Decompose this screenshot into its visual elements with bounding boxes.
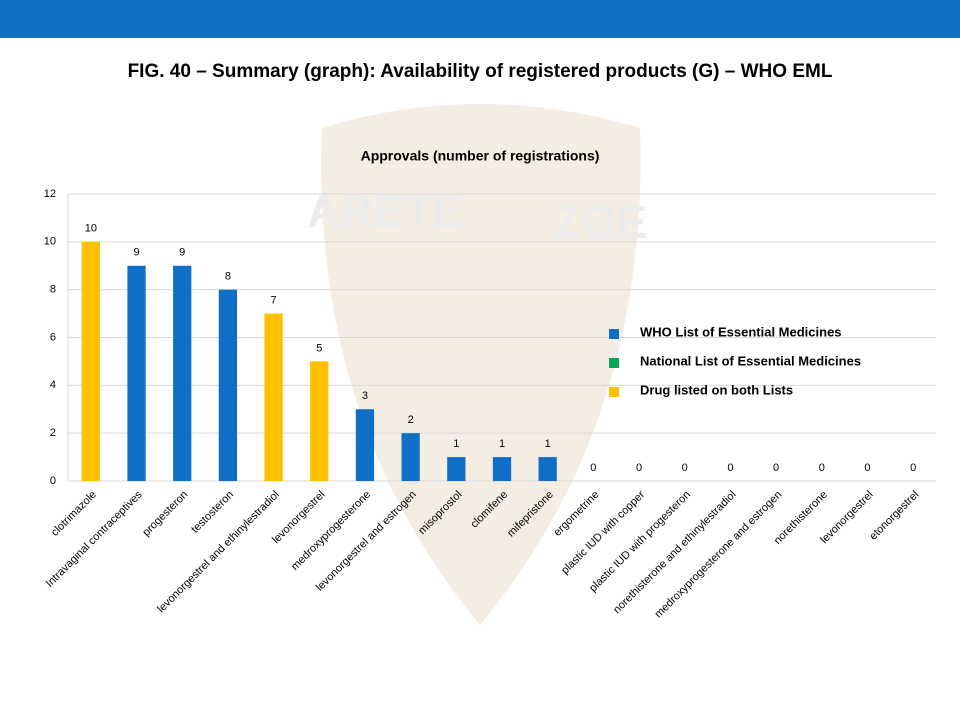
- data-label: 0: [636, 462, 642, 474]
- data-label: 1: [453, 438, 459, 450]
- data-label: 9: [179, 247, 185, 259]
- bar: [401, 433, 420, 481]
- bar: [538, 457, 557, 481]
- watermark-text: ZOE: [553, 196, 648, 248]
- x-tick-label: Intravaginal contraceptives: [44, 488, 145, 589]
- data-label: 8: [225, 271, 231, 283]
- data-label: 5: [316, 342, 322, 354]
- data-label: 7: [271, 294, 277, 306]
- bar: [81, 241, 100, 481]
- data-label: 0: [819, 462, 825, 474]
- data-label: 9: [133, 247, 139, 259]
- x-tick-label: progesteron: [140, 489, 190, 539]
- watermark-shield: [321, 104, 641, 625]
- x-tick-label: etonorgestrel: [867, 489, 921, 543]
- legend-swatch: [609, 329, 619, 339]
- bar: [127, 265, 146, 481]
- y-tick-label: 10: [44, 236, 56, 248]
- legend-swatch: [609, 358, 619, 368]
- y-tick-label: 8: [50, 284, 56, 296]
- bar: [264, 313, 283, 481]
- data-label: 0: [727, 462, 733, 474]
- bar: [218, 289, 238, 481]
- y-tick-label: 6: [50, 331, 56, 343]
- data-label: 1: [545, 438, 551, 450]
- data-label: 0: [864, 462, 870, 474]
- legend-label: National List of Essential Medicines: [640, 353, 861, 368]
- y-tick-label: 2: [50, 427, 56, 439]
- data-label: 2: [408, 414, 414, 426]
- y-tick-label: 12: [44, 188, 56, 200]
- y-tick-label: 0: [50, 475, 56, 487]
- bar: [310, 361, 329, 481]
- chart-title: Approvals (number of registrations): [361, 148, 600, 164]
- watermark-text: ARETE: [307, 185, 463, 237]
- data-label: 0: [910, 462, 916, 474]
- x-tick-label: plastic IUD with copper: [559, 488, 647, 576]
- header-bar: [0, 0, 960, 38]
- bar: [355, 409, 375, 481]
- data-label: 0: [590, 462, 596, 474]
- x-tick-label: medroxyprogesterone: [289, 489, 373, 573]
- data-label: 1: [499, 438, 505, 450]
- data-label: 0: [682, 462, 688, 474]
- x-tick-label: testosteron: [189, 489, 236, 536]
- figure-title: FIG. 40 – Summary (graph): Availability …: [128, 61, 833, 82]
- legend-label: WHO List of Essential Medicines: [640, 324, 842, 339]
- legend-label: Drug listed on both Lists: [640, 382, 793, 397]
- bar: [492, 457, 512, 481]
- data-label: 0: [773, 462, 779, 474]
- data-label: 3: [362, 390, 368, 402]
- data-label: 10: [85, 223, 97, 235]
- bar: [447, 457, 466, 481]
- x-tick-label: levonorgestrel and estrogen: [314, 489, 419, 594]
- legend-swatch: [609, 387, 619, 397]
- bar: [173, 265, 192, 481]
- x-tick-label: clotrimazole: [49, 489, 99, 539]
- y-tick-label: 4: [50, 379, 56, 391]
